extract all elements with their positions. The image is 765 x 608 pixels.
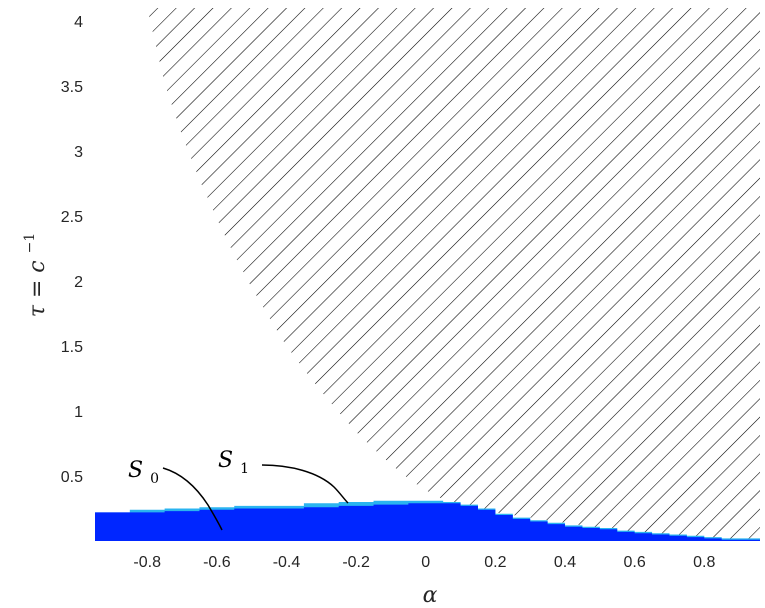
x-tick-label: -0.2 — [342, 554, 370, 571]
y-tick-label: 1 — [74, 404, 83, 421]
annotation-s0-subscript: 0 — [150, 471, 159, 487]
annotation-s0: S 0 — [128, 458, 223, 531]
y-tick-label: 2 — [74, 274, 83, 291]
y-axis-label-superscript: −1 — [22, 233, 38, 254]
x-tick-label: 0.2 — [484, 554, 506, 571]
x-tick-label: -0.6 — [203, 554, 231, 571]
y-axis-label: τ = c −1 — [22, 233, 50, 318]
y-tick-label: 1.5 — [61, 339, 83, 356]
y-tick-label: 3.5 — [61, 79, 83, 96]
annotation-s1-leader — [261, 464, 349, 504]
annotation-s1-subscript: 1 — [240, 461, 249, 477]
svg-text:S 0: S 0 — [128, 458, 159, 487]
annotation-s1: S 1 — [218, 448, 349, 504]
annotation-s0-symbol: S — [128, 458, 143, 483]
x-tick-label: 0.4 — [554, 554, 576, 571]
y-tick-label: 4 — [74, 14, 83, 31]
y-tick-label: 3 — [74, 144, 83, 161]
x-tick-label: -0.8 — [133, 554, 161, 571]
y-axis-label-text: τ = c — [25, 260, 50, 317]
x-tick-label: 0.6 — [624, 554, 646, 571]
svg-text:τ = c −1: τ = c −1 — [22, 233, 50, 318]
series-s0-area — [95, 503, 760, 541]
annotation-s1-symbol: S — [218, 448, 233, 473]
hatched-region — [147, 8, 760, 541]
x-tick-label: -0.4 — [273, 554, 301, 571]
svg-text:S 1: S 1 — [218, 448, 249, 477]
y-tick-label: 2.5 — [61, 209, 83, 226]
y-tick-label: 0.5 — [61, 469, 83, 486]
annotation-s0-leader — [162, 467, 223, 531]
x-axis-label: α — [423, 583, 438, 608]
x-tick-label: 0.8 — [693, 554, 715, 571]
x-tick-label: 0 — [421, 554, 430, 571]
